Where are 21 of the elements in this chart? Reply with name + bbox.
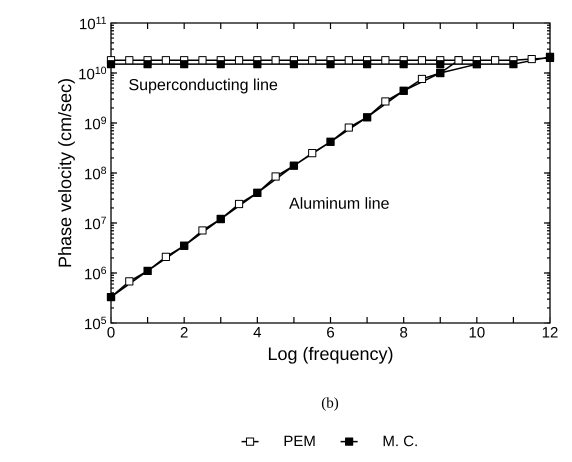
- x-tick-label: 10: [470, 326, 485, 338]
- x-tick-label: 6: [327, 326, 334, 338]
- y-axis-title: Phase velocity (cm/sec): [58, 79, 75, 267]
- annotation: Aluminum line: [289, 197, 389, 209]
- text: (b): [322, 397, 338, 411]
- x-axis-title: Log (frequency): [268, 346, 392, 364]
- x-tick-label: 4: [254, 326, 262, 338]
- x-tick-label: 8: [400, 326, 408, 338]
- legend-label: M. C.: [384, 436, 417, 446]
- x-tick-label: 0: [107, 326, 115, 338]
- y-tick-label: 10$^{7}$: [85, 216, 106, 230]
- x-tick-label: 12: [542, 326, 558, 338]
- x-tick-label: 2: [180, 326, 188, 338]
- y-tick-label: 10$^{10}$: [79, 66, 106, 80]
- y-tick-label: 10$^{5}$: [85, 316, 106, 330]
- y-tick-label: 10$^{11}$: [80, 16, 106, 30]
- y-tick-label: 10$^{9}$: [85, 116, 106, 130]
- legend-label: PEM: [284, 436, 315, 446]
- y-tick-label: 10$^{8}$: [85, 166, 106, 180]
- annotation: Superconducting line: [129, 78, 278, 94]
- y-tick-label: 10$^{6}$: [85, 266, 106, 280]
